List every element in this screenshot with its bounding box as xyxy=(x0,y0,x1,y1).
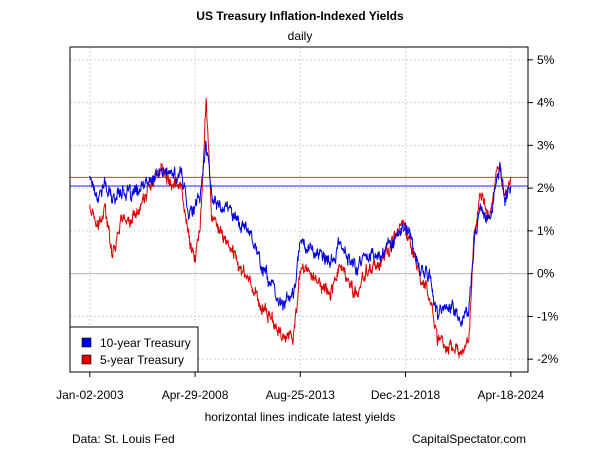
x-axis: Jan-02-2003 Apr-29-2008 Aug-25-2013 Dec-21-… xyxy=(56,372,545,402)
reference-lines xyxy=(70,176,528,187)
source-label: Data: St. Louis Fed xyxy=(72,432,175,446)
x-tick-label: Apr-18-2024 xyxy=(477,388,544,402)
y-tick-label: -1% xyxy=(537,309,559,323)
grid xyxy=(70,47,528,372)
y-tick-label: -2% xyxy=(537,352,559,366)
chart-title: US Treasury Inflation-Indexed Yields xyxy=(196,9,404,23)
x-axis-note: horizontal lines indicate latest yields xyxy=(205,410,396,424)
legend-swatch-5-year xyxy=(81,354,92,365)
y-axis: -2% -1% 0% 1% 2% 3% 4% 5% xyxy=(528,53,559,366)
legend-swatch-10-year xyxy=(81,337,92,348)
series-line-10-year xyxy=(89,140,512,328)
legend-label-5-year: 5-year Treasury xyxy=(100,353,184,367)
credit-label: CapitalSpectator.com xyxy=(412,432,526,446)
y-tick-label: 3% xyxy=(537,138,555,152)
legend-label-10-year: 10-year Treasury xyxy=(100,336,191,350)
x-tick-label: Dec-21-2018 xyxy=(371,388,441,402)
y-tick-label: 2% xyxy=(537,181,555,195)
x-tick-label: Apr-29-2008 xyxy=(162,388,229,402)
legend-box xyxy=(69,326,199,373)
legend: 10-year Treasury 5-year Treasury xyxy=(69,326,199,373)
plot-frame xyxy=(69,46,529,373)
x-tick-label: Aug-25-2013 xyxy=(266,388,336,402)
x-tick-label: Jan-02-2003 xyxy=(56,388,124,402)
y-tick-label: 0% xyxy=(537,267,555,281)
y-tick-label: 5% xyxy=(537,53,555,67)
series-lines xyxy=(89,97,512,359)
y-tick-label: 1% xyxy=(537,224,555,238)
y-tick-label: 4% xyxy=(537,96,555,110)
chart-subtitle: daily xyxy=(288,29,313,43)
